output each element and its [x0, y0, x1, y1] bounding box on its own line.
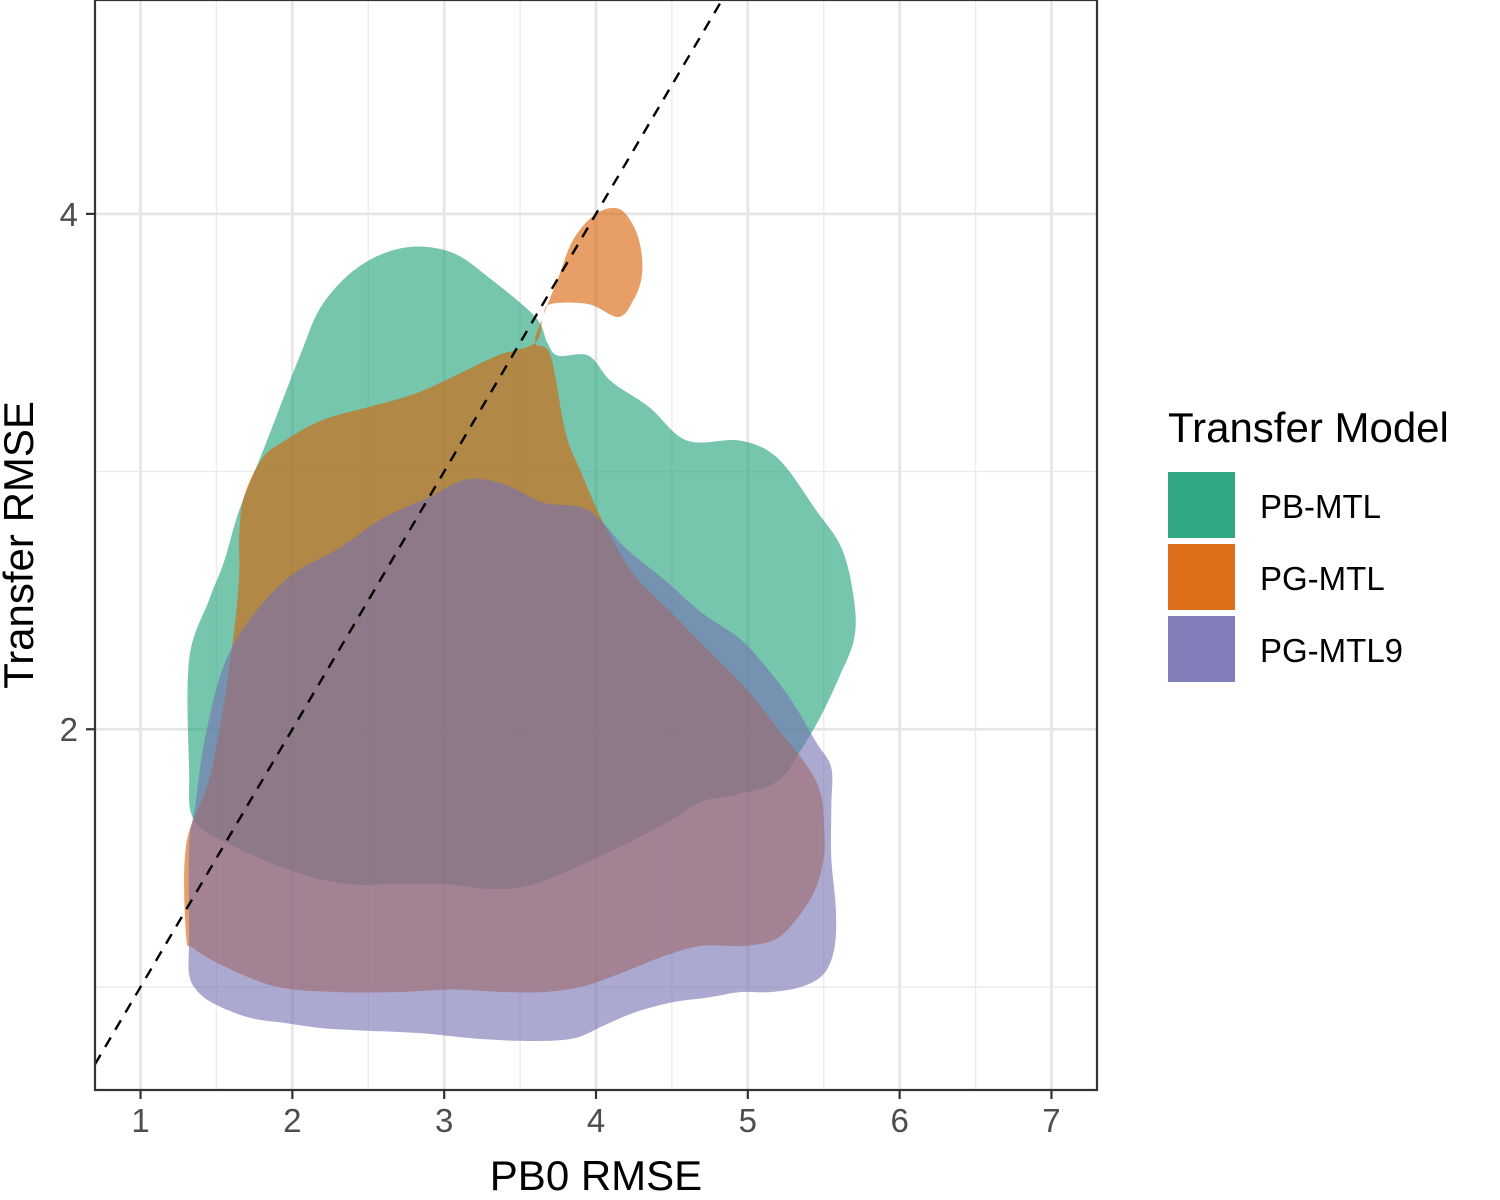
reference-line-group: [95, 0, 724, 1065]
legend-label-pg-mtl9: PG-MTL9: [1260, 632, 1403, 669]
legend-title: Transfer Model: [1168, 404, 1449, 451]
legend-swatch-pg-mtl: [1168, 544, 1235, 610]
legend-label-pb-mtl: PB-MTL: [1260, 488, 1381, 525]
x-tick-label: 5: [739, 1102, 757, 1139]
x-tick-label: 4: [587, 1102, 605, 1139]
identity-reference-line: [95, 0, 724, 1065]
x-tick-label: 6: [890, 1102, 908, 1139]
x-tick-label: 2: [283, 1102, 301, 1139]
x-axis-ticks: 1 2 3 4 5 6 7: [131, 1090, 1061, 1139]
x-tick-label: 7: [1042, 1102, 1060, 1139]
x-tick-label: 1: [131, 1102, 149, 1139]
y-axis-ticks: 24: [60, 196, 95, 748]
x-axis-title: PB0 RMSE: [490, 1152, 702, 1199]
legend-label-pg-mtl: PG-MTL: [1260, 560, 1385, 597]
density-region-pg-mtl9: [188, 478, 837, 1041]
legend-swatch-pb-mtl: [1168, 472, 1235, 538]
y-tick-label: 4: [60, 196, 78, 233]
x-tick-label: 3: [435, 1102, 453, 1139]
y-axis-title: Transfer RMSE: [0, 401, 42, 689]
y-tick-label: 2: [60, 711, 78, 748]
legend-swatch-pg-mtl9: [1168, 616, 1235, 682]
legend: Transfer Model PB-MTL PG-MTL PG-MTL9: [1168, 404, 1449, 682]
density-regions: [184, 207, 856, 1041]
